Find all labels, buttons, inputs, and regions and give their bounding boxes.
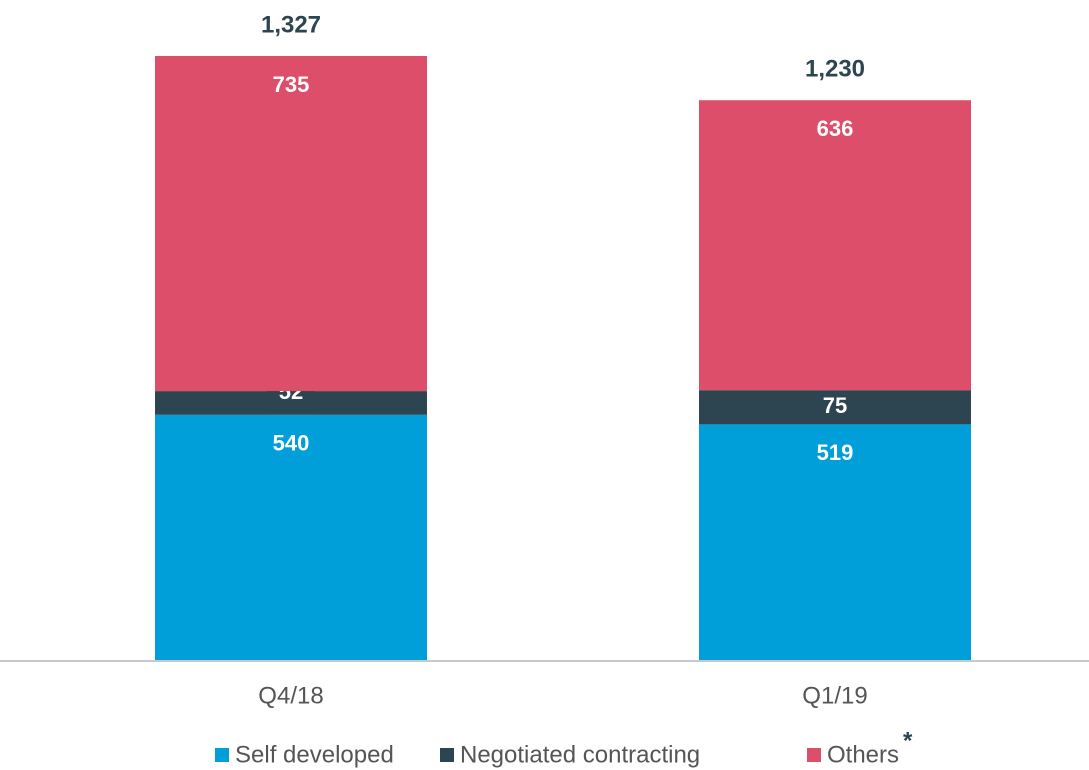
legend-label: Negotiated contracting — [460, 741, 700, 768]
x-tick-label: Q4/18 — [258, 682, 323, 709]
bar-segment — [155, 56, 427, 392]
data-label: 519 — [817, 440, 854, 465]
data-label: 735 — [273, 72, 310, 97]
legend-swatch — [440, 748, 454, 762]
legend-label: Others — [827, 741, 899, 768]
x-tick-label: Q1/19 — [802, 682, 867, 709]
bar-segment — [699, 390, 971, 425]
total-label: 1,327 — [261, 11, 321, 38]
total-label: 1,230 — [805, 56, 865, 83]
legend-swatch — [215, 748, 229, 762]
legend-swatch — [807, 748, 821, 762]
data-label: 75 — [823, 393, 847, 418]
legend-footnote: * — [903, 727, 913, 754]
bar-segment — [699, 100, 971, 391]
bar-segment — [699, 424, 971, 661]
data-label: 540 — [273, 431, 310, 456]
data-label: 636 — [817, 116, 854, 141]
bar-segment — [155, 414, 427, 661]
legend-label: Self developed — [235, 741, 394, 768]
